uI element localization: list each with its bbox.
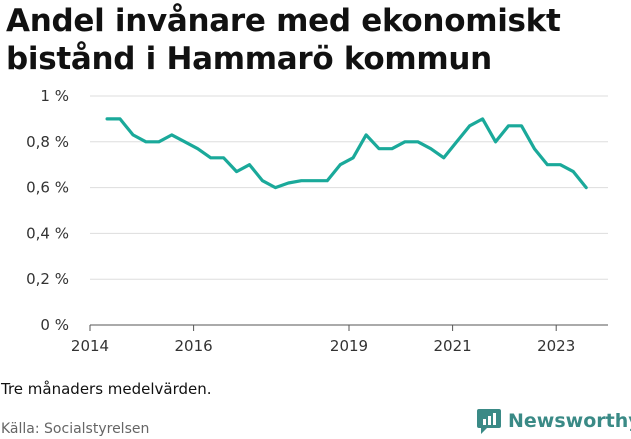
- series-layer: [105, 117, 588, 190]
- chart-note: Tre månaders medelvärden.: [1, 380, 212, 398]
- y-tick-label: 0 %: [40, 316, 69, 334]
- x-tick-label: 2023: [537, 337, 575, 355]
- series-line: [105, 117, 588, 190]
- y-axis-ticks: 0 % 0,2 % 0,4 % 0,6 % 0,8 % 1 %: [26, 87, 69, 334]
- newsworthy-chart-icon: [477, 409, 501, 434]
- x-tick-label: 2019: [330, 337, 368, 355]
- y-tick-label: 0,2 %: [26, 270, 69, 288]
- gridlines: [90, 95, 608, 326]
- y-tick-label: 1 %: [40, 87, 69, 105]
- y-tick-label: 0,8 %: [26, 133, 69, 151]
- y-tick-label: 0,4 %: [26, 224, 69, 242]
- x-tick-label: 2021: [434, 337, 472, 355]
- line-chart: 0 %0,2 %0,4 %0,6 %0,8 %1 % 2014 2016 2019 2…: [26, 87, 608, 355]
- brand-name: Newsworthy: [508, 410, 631, 432]
- chart-title: Andel invånare med ekonomiskt bistånd i …: [6, 3, 561, 77]
- source-credit: Källa: Socialstyrelsen: [1, 421, 150, 437]
- x-tick-label: 2016: [175, 337, 213, 355]
- y-tick-label: 0,6 %: [26, 179, 69, 197]
- x-tick-label: 2014: [71, 337, 109, 355]
- x-axis: 2014 2016 2019 2021 2023: [71, 325, 575, 355]
- newsworthy-logo[interactable]: Newsworthy: [476, 407, 631, 435]
